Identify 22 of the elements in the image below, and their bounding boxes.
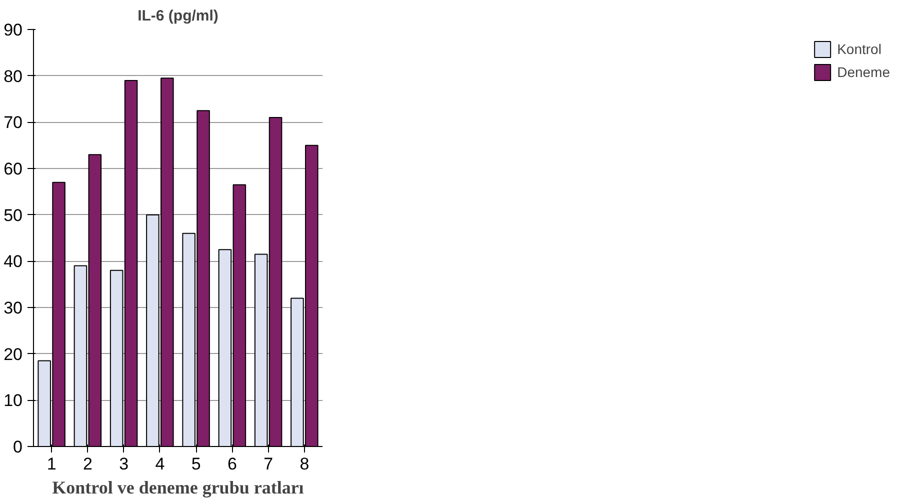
y-tick-label: 80 xyxy=(4,66,23,86)
y-tick-label: 60 xyxy=(4,160,23,178)
x-tick-label: 4 xyxy=(155,454,165,474)
x-tick-label: 7 xyxy=(264,454,274,474)
y-tick-label: 50 xyxy=(4,206,23,225)
x-axis-title: Kontrol ve deneme grubu ratları xyxy=(52,478,304,498)
y-tick-label: 40 xyxy=(4,252,23,272)
x-tick-label: 2 xyxy=(82,454,92,474)
y-tick-label: 10 xyxy=(4,391,23,410)
legend-label: Kontrol xyxy=(837,41,882,57)
y-tick-label: 70 xyxy=(4,113,23,132)
y-tick-label: 30 xyxy=(4,298,23,318)
y-tick-label: 90 xyxy=(4,20,23,40)
x-tick-label: 8 xyxy=(300,454,310,474)
legend-label: Deneme xyxy=(837,64,890,80)
x-tick-label: 3 xyxy=(119,454,129,474)
y-tick-label: 20 xyxy=(4,344,23,364)
x-tick-label: 6 xyxy=(227,454,237,474)
x-tick-label: 5 xyxy=(191,454,201,474)
y-tick-label: 0 xyxy=(13,438,23,456)
chart-title: IL-6 (pg/ml) xyxy=(138,8,218,24)
x-tick-label: 1 xyxy=(46,454,56,474)
